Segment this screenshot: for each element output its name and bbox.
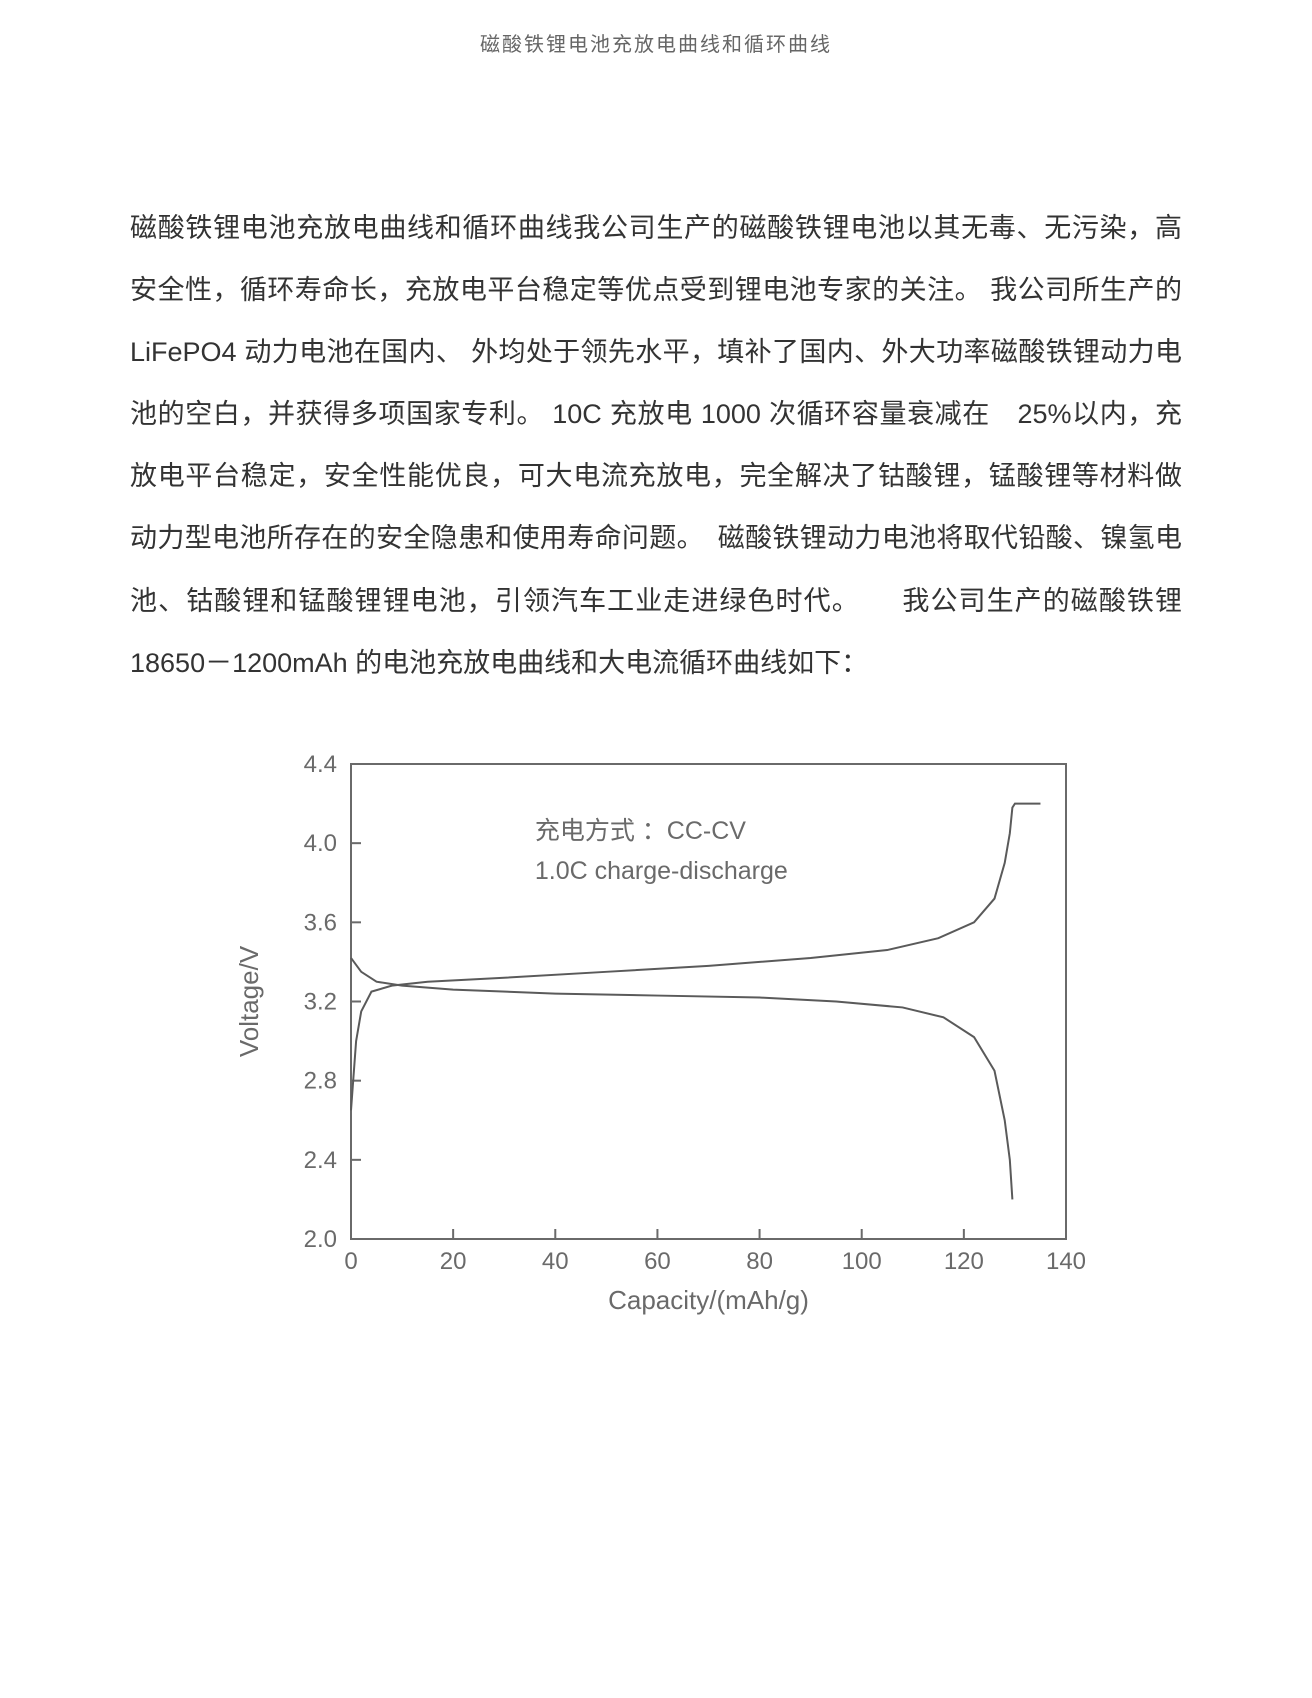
y-tick-label: 4.4 xyxy=(304,751,337,778)
voltage-capacity-chart: 2.0 2.4 2.8 3.2 3.6 4.0 4.4 0 20 40 60 80 100 120 140 V… xyxy=(216,734,1096,1354)
x-axis-label: Capacity/(mAh/g) xyxy=(608,1285,809,1315)
chart-annotation-1: 充电方式 ：CC-CV xyxy=(535,817,746,845)
page-header: 磁酸铁锂电池充放电曲线和循环曲线 xyxy=(0,0,1312,57)
y-tick-label: 3.2 xyxy=(304,988,337,1015)
x-tick-label: 20 xyxy=(440,1248,467,1275)
x-tick-label: 120 xyxy=(944,1248,984,1275)
body-paragraph: 磁酸铁锂电池充放电曲线和循环曲线我公司生产的磁酸铁锂电池以其无毒、无污染，高安全… xyxy=(130,197,1182,694)
y-tick-label: 2.8 xyxy=(304,1067,337,1094)
y-tick-label: 2.4 xyxy=(304,1147,337,1174)
header-title: 磁酸铁锂电池充放电曲线和循环曲线 xyxy=(480,34,832,56)
x-tick-label: 80 xyxy=(746,1248,773,1275)
chart-annotation-2: 1.0C charge-discharge xyxy=(535,857,788,885)
x-tick-label: 140 xyxy=(1046,1248,1086,1275)
charge-curve xyxy=(351,803,1040,1110)
paragraph-text: 磁酸铁锂电池充放电曲线和循环曲线我公司生产的磁酸铁锂电池以其无毒、无污染，高安全… xyxy=(130,213,1209,678)
y-tick-label: 4.0 xyxy=(304,830,337,857)
y-tick-label: 3.6 xyxy=(304,909,337,936)
x-tick-label: 0 xyxy=(344,1248,357,1275)
x-tick-label: 100 xyxy=(842,1248,882,1275)
chart-svg: 2.0 2.4 2.8 3.2 3.6 4.0 4.4 0 20 40 60 80 100 120 140 V… xyxy=(216,734,1096,1354)
y-tick-label: 2.0 xyxy=(304,1226,337,1253)
x-tick-label: 40 xyxy=(542,1248,569,1275)
discharge-curve xyxy=(351,958,1012,1199)
x-tick-label: 60 xyxy=(644,1248,671,1275)
y-axis-label: Voltage/V xyxy=(234,945,264,1057)
